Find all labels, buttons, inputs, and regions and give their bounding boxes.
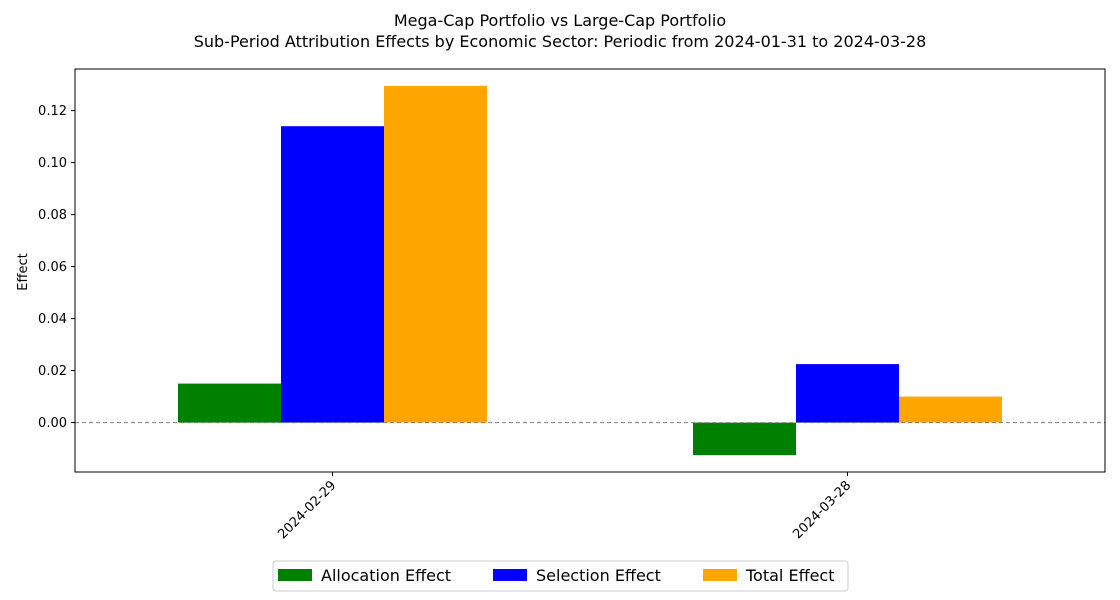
legend-items: Allocation Effect Selection Effect Total E… [278,566,835,585]
chart-title: Mega-Cap Portfolio vs Large-Cap Portfoli… [394,11,726,30]
legend-label: Allocation Effect [321,566,451,585]
legend-label: Selection Effect [536,566,661,585]
y-tick-label: 0.08 [38,208,67,223]
bar-selection-effect-2024-02-29 [281,126,384,423]
bar-allocation-effect-2024-02-29 [178,383,281,423]
bar-allocation-effect-2024-03-28 [693,422,796,456]
plot-frame [74,68,1106,473]
bar-total-effect-2024-03-28 [899,396,1002,423]
bars-group [178,85,1002,456]
legend-swatch [493,569,527,581]
legend-frame [272,560,849,592]
y-tick-label: 0.12 [38,104,67,119]
y-axis: 0.00 0.02 0.04 0.06 0.08 0.10 0.12 [38,104,75,431]
chart-subtitle: Sub-Period Attribution Effects by Econom… [194,32,927,51]
legend-swatch [278,569,312,581]
y-tick-label: 0.00 [38,416,67,431]
y-tick-label: 0.02 [38,364,67,379]
y-tick-label: 0.04 [38,312,67,327]
y-tick-label: 0.10 [38,156,67,171]
legend-swatch [703,569,737,581]
y-tick-label: 0.06 [38,260,67,275]
bar-selection-effect-2024-03-28 [796,364,899,423]
legend: Allocation Effect Selection Effect Total E… [272,560,849,592]
plot-area [74,68,1106,473]
y-axis-label: Effect [16,253,31,290]
legend-label: Total Effect [745,566,835,585]
bar-total-effect-2024-02-29 [384,85,487,423]
